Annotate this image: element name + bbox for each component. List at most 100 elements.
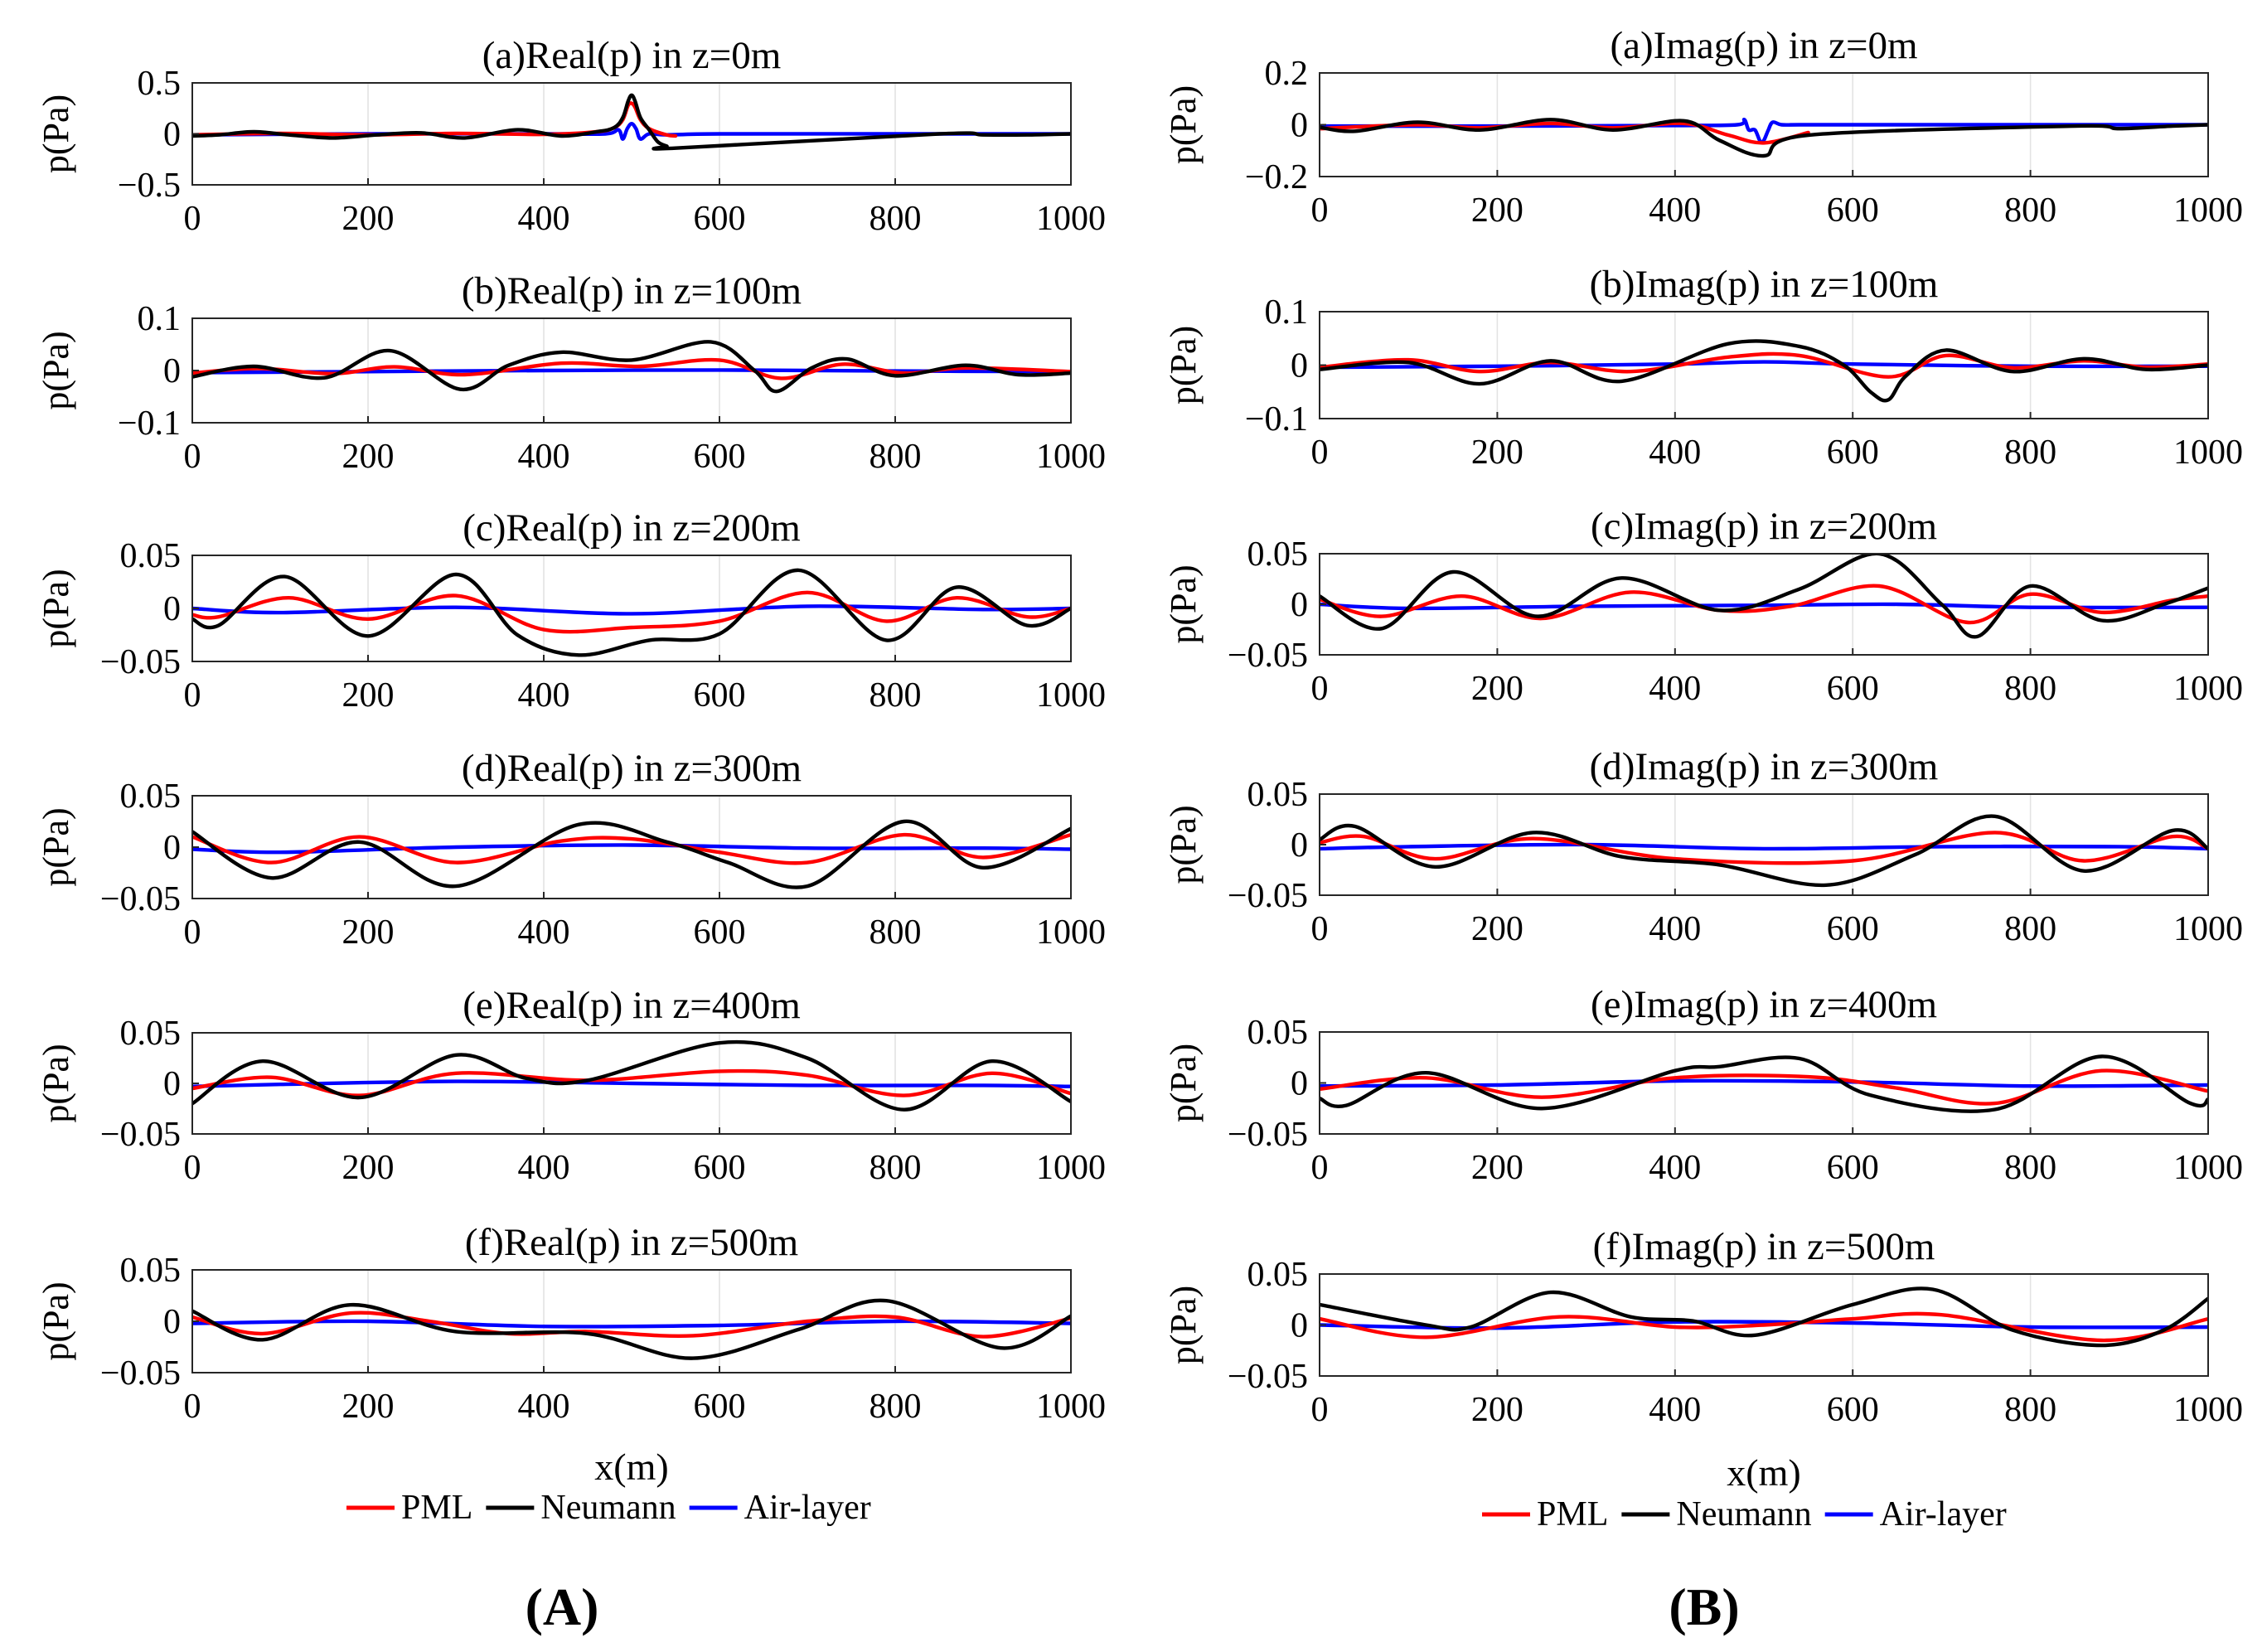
subplot-title: (a)Real(p) in z=0m — [482, 34, 782, 77]
y-tick-label: 0.05 — [1247, 776, 1309, 814]
y-tick-label: −0.05 — [1228, 877, 1308, 915]
legend-label: PML — [401, 1489, 472, 1527]
x-tick-label: 200 — [342, 438, 395, 476]
x-tick-label: 800 — [870, 1388, 922, 1426]
legend-label: PML — [1537, 1495, 1608, 1533]
x-tick-label: 400 — [1649, 910, 1701, 948]
y-tick-label: 0 — [1291, 586, 1308, 624]
x-axis-label: x(m) — [594, 1446, 668, 1488]
subplot-title: (e)Imag(p) in z=400m — [1591, 983, 1937, 1026]
y-tick-label: 0.1 — [1265, 293, 1309, 332]
x-tick-label: 200 — [1471, 670, 1523, 708]
subplot-title: (c)Imag(p) in z=200m — [1591, 505, 1937, 548]
legend-item: Air-layer — [689, 1489, 871, 1527]
legend-label: Neumann — [540, 1489, 676, 1527]
series-line-neumann — [192, 819, 1071, 889]
y-tick-label: 0.05 — [120, 1015, 182, 1053]
series-line-neumann — [192, 1298, 1071, 1360]
x-tick-label: 1000 — [1036, 438, 1106, 476]
x-tick-label: 800 — [2004, 434, 2056, 472]
x-tick-label: 400 — [518, 676, 570, 715]
x-tick-label: 400 — [1649, 670, 1701, 708]
legend-item: Neumann — [1621, 1495, 1812, 1533]
y-tick-label: 0.05 — [1247, 1256, 1309, 1294]
x-tick-label: 200 — [342, 913, 395, 952]
y-tick-label: −0.1 — [118, 405, 181, 443]
y-axis-label: p(Pa) — [1163, 1044, 1204, 1122]
y-tick-label: −0.05 — [100, 643, 181, 681]
series-line-neumann — [1320, 1286, 2208, 1348]
x-tick-label: 0 — [1311, 191, 1329, 230]
series-line-pml — [1320, 584, 2208, 625]
series-line-neumann — [1320, 1054, 2208, 1113]
x-tick-label: 1000 — [2173, 1391, 2243, 1429]
x-tick-label: 200 — [342, 200, 395, 238]
y-tick-label: 0 — [1291, 826, 1308, 865]
subplot-real-5: 0 200 400 600 800 10000.050−0.05p(Pa)(f)Real(… — [36, 1221, 1106, 1426]
x-tick-label: 800 — [2004, 670, 2056, 708]
x-tick-label: 0 — [1311, 910, 1329, 948]
y-tick-label: 0 — [1291, 107, 1308, 145]
x-tick-label: 800 — [2004, 1391, 2056, 1429]
x-tick-label: 400 — [1649, 1391, 1701, 1429]
x-tick-label: 600 — [694, 676, 746, 715]
x-tick-label: 800 — [2004, 910, 2056, 948]
subplot-title: (b)Imag(p) in z=100m — [1590, 263, 1939, 306]
x-tick-label: 1000 — [2173, 1149, 2243, 1187]
x-tick-label: 800 — [870, 676, 922, 715]
legend-label: Air-layer — [744, 1489, 871, 1527]
x-tick-label: 600 — [694, 1388, 746, 1426]
x-tick-label: 200 — [1471, 1391, 1523, 1429]
y-tick-label: 0.05 — [1247, 1014, 1309, 1052]
subplot-imag-5: 0 200 400 600 800 10000.050−0.05p(Pa)(f)Imag(… — [1163, 1225, 2243, 1429]
y-tick-label: 0.05 — [1247, 535, 1309, 574]
x-tick-label: 400 — [1649, 191, 1701, 230]
x-tick-label: 200 — [342, 1388, 395, 1426]
x-tick-label: 800 — [2004, 191, 2056, 230]
series-line-air-layer — [1320, 602, 2208, 611]
y-tick-label: 0.5 — [138, 65, 182, 103]
y-tick-label: 0 — [1291, 347, 1308, 385]
legend-label: Air-layer — [1880, 1495, 2007, 1533]
x-tick-label: 1000 — [1036, 200, 1106, 238]
x-tick-label: 1000 — [2173, 191, 2243, 230]
x-tick-label: 600 — [694, 913, 746, 952]
y-tick-label: 0.2 — [1265, 55, 1309, 93]
x-tick-label: 0 — [1311, 1391, 1329, 1429]
x-tick-label: 600 — [1827, 1391, 1879, 1429]
series-line-air-layer — [192, 604, 1071, 616]
subplot-imag-1: 0 200 400 600 800 10000.10−0.1p(Pa)(b)Imag(p)… — [1163, 263, 2243, 472]
subplot-real-4: 0 200 400 600 800 10000.050−0.05p(Pa)(e)Real(… — [36, 984, 1106, 1187]
y-tick-label: 0 — [1291, 1065, 1308, 1103]
series-line-neumann — [1320, 339, 2208, 403]
x-tick-label: 0 — [184, 200, 201, 238]
x-tick-label: 0 — [1311, 670, 1329, 708]
x-tick-label: 0 — [184, 1149, 201, 1187]
y-tick-label: 0 — [163, 352, 181, 390]
legend-item: PML — [346, 1489, 472, 1527]
y-axis-label: p(Pa) — [36, 331, 76, 409]
x-tick-label: 800 — [870, 1149, 922, 1187]
x-tick-label: 400 — [518, 1388, 570, 1426]
y-tick-label: −0.5 — [118, 167, 181, 205]
subplot-real-0: 0 200 400 600 800 10000.50−0.5p(Pa)(a)Real(p)… — [36, 34, 1106, 238]
x-tick-label: 0 — [1311, 1149, 1329, 1187]
subplot-title: (a)Imag(p) in z=0m — [1610, 24, 1917, 67]
series-line-air-layer — [192, 1079, 1071, 1088]
subplot-title: (b)Real(p) in z=100m — [462, 269, 802, 312]
series-line-air-layer — [1320, 842, 2208, 851]
x-axis-label: x(m) — [1727, 1451, 1800, 1494]
y-tick-label: 0.05 — [120, 1252, 182, 1290]
legend-item: PML — [1482, 1495, 1608, 1533]
y-tick-label: 0.1 — [138, 300, 182, 338]
series-line-neumann — [192, 568, 1071, 657]
subplot-title: (f)Imag(p) in z=500m — [1593, 1225, 1935, 1268]
subplot-imag-2: 0 200 400 600 800 10000.050−0.05p(Pa)(c)Imag(… — [1163, 505, 2243, 708]
x-tick-label: 1000 — [2173, 670, 2243, 708]
y-tick-label: −0.2 — [1245, 158, 1308, 196]
y-tick-label: 0 — [163, 1065, 181, 1103]
x-tick-label: 0 — [184, 1388, 201, 1426]
x-tick-label: 600 — [1827, 670, 1879, 708]
x-tick-label: 1000 — [1036, 1149, 1106, 1187]
